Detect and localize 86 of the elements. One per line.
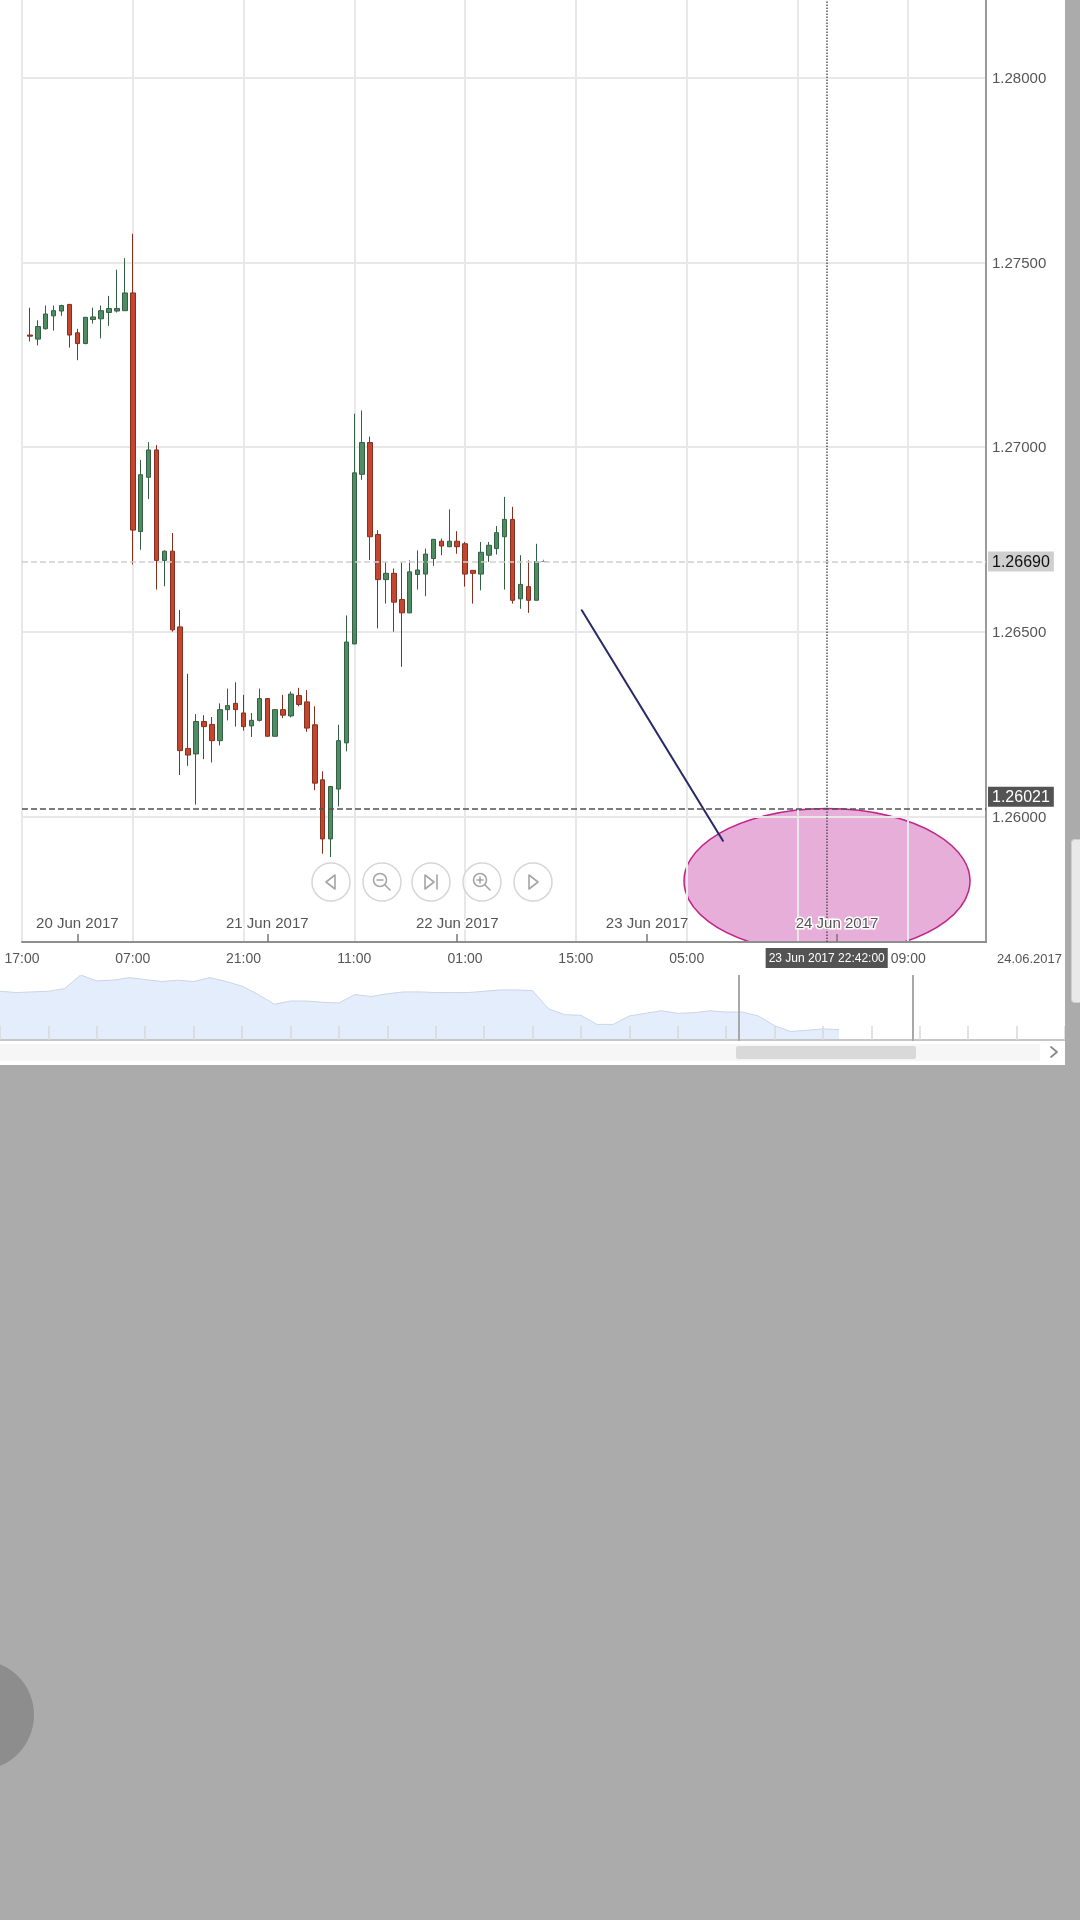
candlestick	[90, 307, 96, 325]
x-tick-label: 07:00	[115, 950, 151, 966]
candlestick	[122, 257, 128, 312]
candlestick	[217, 702, 223, 746]
candlestick	[447, 508, 452, 548]
candlestick	[375, 529, 381, 629]
candlestick	[312, 705, 318, 791]
x2-tick-label: 20 Jun 2017	[36, 914, 119, 931]
y-tick-label: 1.28000	[992, 69, 1047, 87]
candlestick	[146, 441, 151, 500]
candlestick	[320, 770, 325, 855]
candlestick	[470, 569, 476, 605]
y-tick-label: 1.26500	[992, 623, 1047, 641]
ref-line-label: 1.26690	[992, 553, 1050, 571]
candlestick	[35, 319, 41, 346]
candlestick	[534, 543, 539, 601]
candlestick	[486, 541, 492, 563]
candlestick	[383, 561, 389, 605]
candlestick	[510, 506, 515, 605]
ref-line-label: 1.26021	[992, 788, 1050, 806]
candlestick	[201, 714, 207, 760]
text: 24.06.2017	[996, 951, 1063, 966]
candlestick	[193, 713, 199, 806]
candlestick	[106, 295, 112, 327]
candlestick	[177, 609, 183, 776]
x2-tick-label: 21 Jun 2017	[226, 914, 309, 931]
x-tick-label: 15:00	[558, 950, 594, 966]
y-tick-label: 1.27000	[992, 438, 1047, 456]
candlestick	[114, 269, 120, 314]
candlestick	[138, 459, 143, 551]
candlestick	[257, 688, 262, 722]
candlestick	[170, 532, 175, 633]
candlestick	[423, 548, 428, 597]
ref-line-label: 23 Jun 2017 22:42:00	[768, 951, 886, 965]
candlestick	[518, 554, 523, 610]
candlestick	[51, 305, 56, 332]
candlestick	[391, 568, 397, 633]
candlestick	[185, 673, 191, 767]
x-tick-label: 17:00	[4, 950, 40, 966]
candlestick	[367, 436, 373, 561]
y-tick-label: 1.27500	[992, 253, 1047, 271]
candlestick	[454, 530, 460, 555]
candlestick	[415, 549, 420, 591]
candlestick	[526, 559, 531, 614]
candlestick	[304, 689, 310, 733]
candlestick	[98, 305, 104, 339]
candlestick	[431, 538, 436, 567]
candlestick	[241, 694, 246, 732]
x-tick-label: 05:00	[669, 950, 705, 966]
x2-tick-label: 22 Jun 2017	[415, 914, 499, 931]
candlestick	[502, 496, 507, 591]
candlestick	[233, 681, 238, 728]
candlestick	[359, 409, 365, 481]
candlestick	[265, 697, 270, 738]
candlestick	[225, 688, 230, 721]
candlestick	[494, 525, 499, 555]
x2-tick-label: 23 Jun 2017	[605, 914, 689, 931]
candlestick	[462, 541, 468, 588]
candlestick	[83, 316, 88, 345]
candlestick	[67, 303, 72, 349]
candlestick	[162, 549, 167, 587]
candlestick	[154, 444, 159, 591]
x2-tick-label: 24 Jun 2017	[795, 914, 879, 931]
candlestick	[328, 785, 333, 858]
x-tick-label: 01:00	[447, 950, 483, 966]
candlestick	[209, 716, 215, 763]
candlestick	[75, 328, 80, 361]
candlestick	[439, 538, 444, 556]
candlestick	[59, 304, 64, 317]
candlestick	[344, 614, 349, 752]
y-tick-label: 1.26000	[992, 807, 1047, 825]
x-tick-label: 09:00	[890, 950, 926, 966]
candlestick	[478, 541, 484, 591]
candlestick	[280, 694, 286, 719]
candlestick	[43, 305, 48, 331]
candlestick	[336, 724, 341, 807]
candlestick	[296, 687, 302, 707]
candlestick	[272, 708, 278, 738]
candlestick	[407, 559, 412, 614]
x-tick-label: 11:00	[337, 950, 372, 966]
candlestick	[399, 562, 405, 668]
candlestick	[352, 413, 357, 645]
candlestick	[27, 307, 33, 342]
candlestick	[288, 691, 294, 718]
x-tick-label: 21:00	[226, 950, 262, 966]
candlestick	[249, 712, 254, 738]
